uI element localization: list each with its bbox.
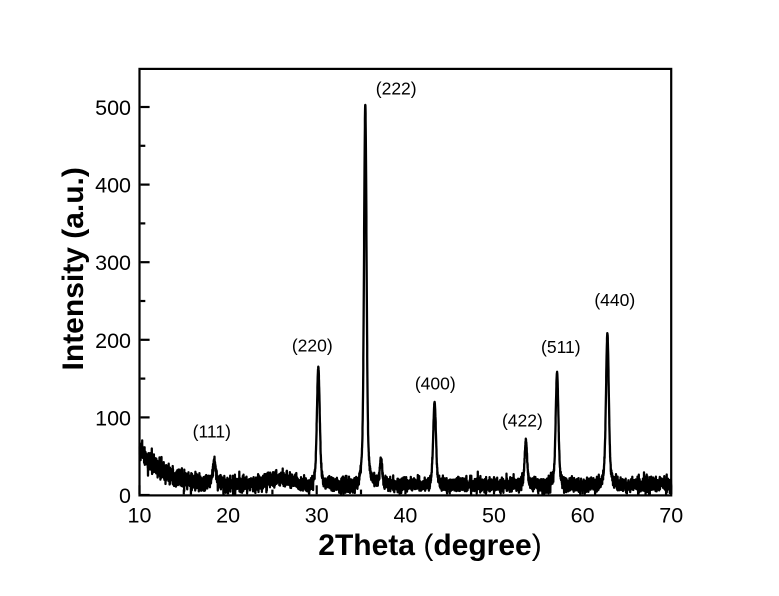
svg-text:30: 30	[305, 503, 329, 527]
svg-text:2Theta (degree): 2Theta (degree)	[318, 529, 541, 562]
svg-text:100: 100	[95, 406, 131, 430]
svg-text:40: 40	[393, 503, 417, 527]
svg-text:(220): (220)	[292, 335, 333, 355]
svg-text:(422): (422)	[502, 410, 543, 430]
svg-text:(440): (440)	[594, 290, 635, 310]
svg-text:50: 50	[482, 503, 506, 527]
svg-text:(511): (511)	[541, 337, 581, 357]
svg-text:500: 500	[95, 96, 131, 120]
svg-text:Intensity (a.u.): Intensity (a.u.)	[57, 167, 90, 370]
svg-text:10: 10	[128, 503, 152, 527]
svg-text:(222): (222)	[376, 79, 417, 99]
svg-text:300: 300	[95, 251, 131, 275]
svg-text:(400): (400)	[415, 373, 456, 393]
svg-text:70: 70	[659, 503, 683, 527]
svg-text:400: 400	[95, 174, 131, 198]
svg-text:200: 200	[95, 329, 131, 353]
svg-text:60: 60	[571, 503, 595, 527]
svg-text:20: 20	[216, 503, 240, 527]
svg-text:0: 0	[119, 484, 131, 508]
svg-text:(111): (111)	[193, 422, 231, 442]
